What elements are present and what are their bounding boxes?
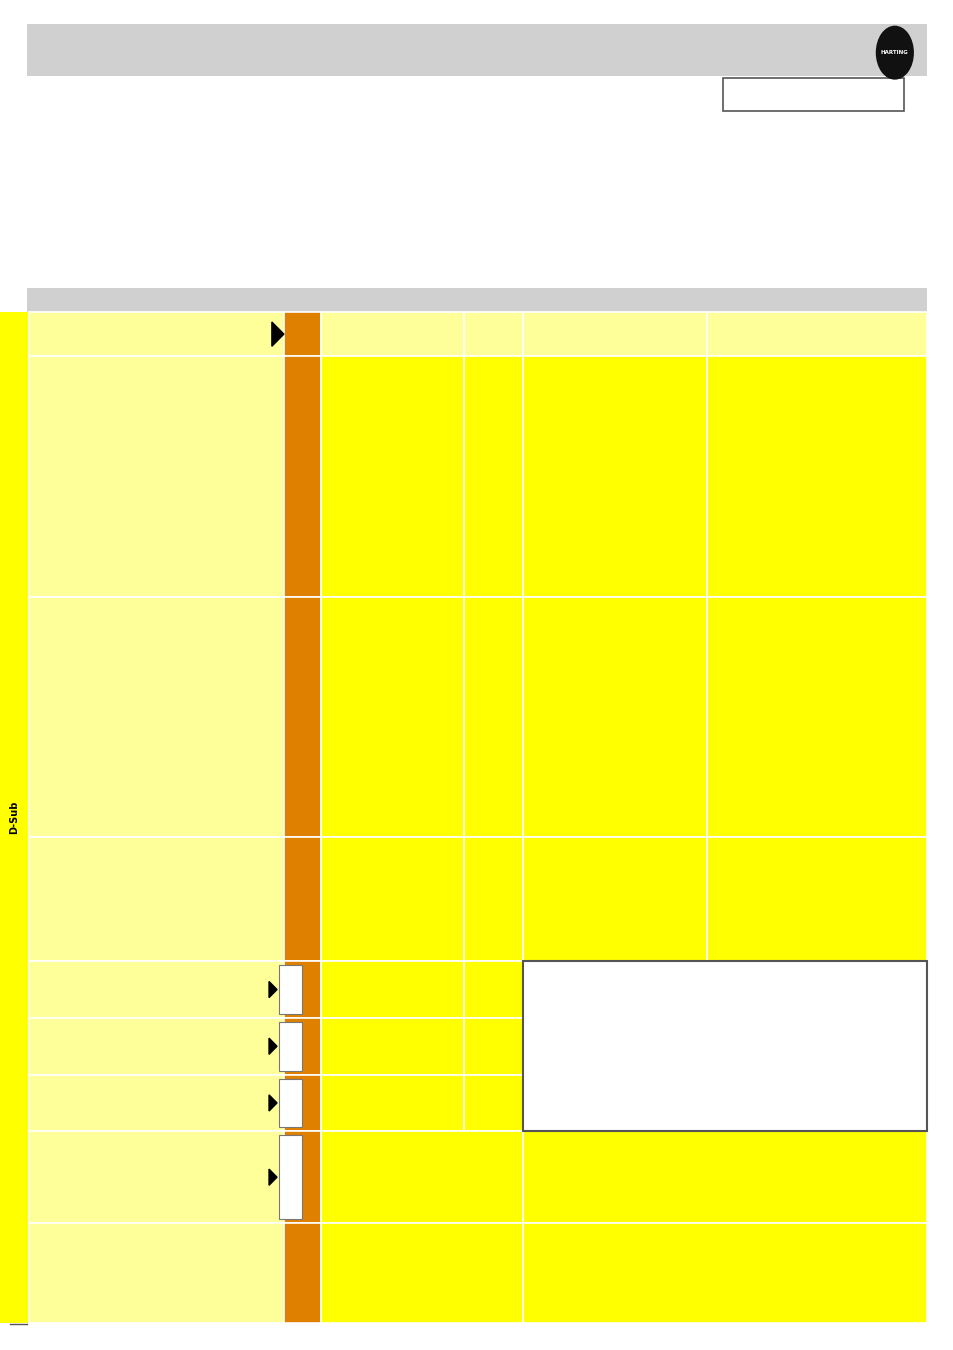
Bar [706, 837, 926, 961]
Bar [320, 312, 463, 356]
Bar [320, 356, 463, 597]
Bar [463, 356, 522, 597]
Bar [278, 1079, 302, 1127]
Bar [284, 1075, 320, 1131]
Bar [29, 356, 284, 597]
Bar [463, 597, 522, 837]
Bar [284, 356, 320, 597]
Bar [522, 1018, 706, 1075]
Bar [0, 312, 29, 1323]
Bar [320, 1223, 522, 1323]
Polygon shape [269, 1095, 276, 1111]
Bar [29, 1223, 284, 1323]
Bar [284, 961, 320, 1018]
Bar [522, 356, 706, 597]
Bar [27, 288, 926, 312]
Bar [278, 1135, 302, 1219]
Bar [320, 961, 463, 1018]
Bar [284, 1131, 320, 1223]
Bar [706, 961, 926, 1018]
Bar [278, 1022, 302, 1071]
Bar [522, 1223, 926, 1323]
Bar [522, 837, 706, 961]
Bar [29, 837, 284, 961]
Bar [706, 356, 926, 597]
Bar [284, 312, 320, 356]
Bar [463, 312, 522, 356]
Bar [522, 1131, 926, 1223]
Bar [722, 78, 903, 111]
Polygon shape [269, 1169, 276, 1185]
Text: HARTING: HARTING [880, 50, 908, 55]
Bar [29, 1131, 284, 1223]
Bar [29, 597, 284, 837]
Bar [320, 1131, 522, 1223]
Bar [284, 597, 320, 837]
Bar [706, 312, 926, 356]
Bar [29, 312, 284, 356]
Bar [29, 961, 284, 1018]
Circle shape [875, 26, 913, 80]
Bar [320, 1018, 463, 1075]
Bar [522, 597, 706, 837]
Bar [278, 965, 302, 1014]
Bar [706, 597, 926, 837]
Bar [463, 961, 522, 1018]
Bar [522, 1075, 706, 1131]
Bar [284, 837, 320, 961]
Bar [463, 837, 522, 961]
Bar [29, 1018, 284, 1075]
Polygon shape [269, 981, 276, 998]
Bar [522, 312, 706, 356]
Bar [463, 1075, 522, 1131]
Bar [284, 1018, 320, 1075]
Bar [320, 597, 463, 837]
Bar [320, 837, 463, 961]
Polygon shape [272, 321, 284, 347]
Text: D-Sub: D-Sub [10, 801, 19, 834]
Bar [284, 1223, 320, 1323]
Bar [522, 961, 706, 1018]
Bar [463, 1018, 522, 1075]
Bar [706, 1018, 926, 1075]
Bar [27, 24, 926, 76]
Bar [706, 1075, 926, 1131]
Polygon shape [269, 1038, 276, 1054]
Bar [29, 1075, 284, 1131]
Bar [522, 961, 926, 1131]
Bar [320, 1075, 463, 1131]
